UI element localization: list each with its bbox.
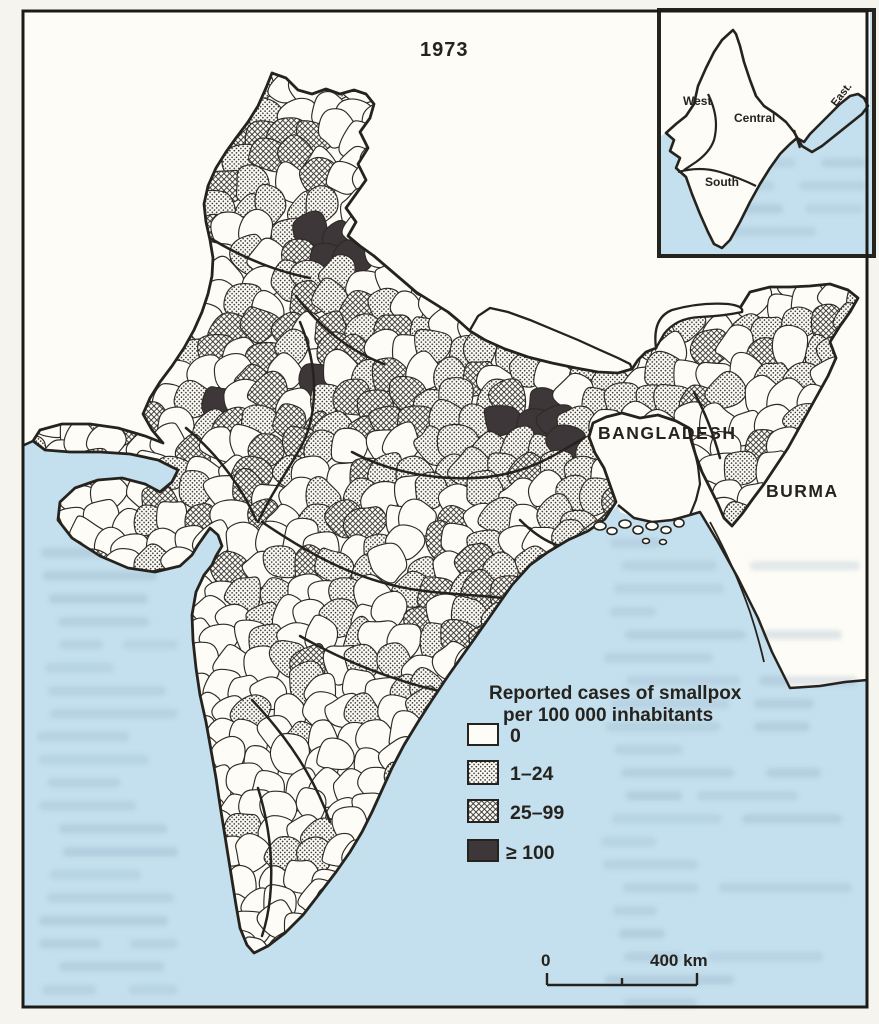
bleed-line [606, 722, 720, 732]
inset-land [661, 12, 870, 248]
bleed-line [48, 778, 120, 788]
bangladesh-east-border [687, 427, 702, 516]
bleed-line [39, 939, 101, 949]
bleed-line [728, 227, 816, 237]
burma-interior-line [709, 521, 765, 663]
bleed-line [612, 814, 722, 824]
bhutan-border [654, 302, 744, 352]
bleed-line [754, 699, 814, 709]
bleed-line [50, 709, 178, 719]
bleed-line [821, 158, 866, 168]
legend-label-0: 0 [510, 725, 521, 747]
bleed-line [799, 181, 866, 191]
bleed-line [130, 939, 178, 949]
bleed-line [754, 722, 810, 732]
bleed-line [45, 663, 114, 673]
india-border [31, 71, 860, 955]
bleed-line [621, 561, 717, 571]
inset-map: West Central South East. [657, 8, 876, 258]
bleed-line [50, 870, 141, 880]
legend: Reported cases of smallpox per 100 000 i… [467, 683, 742, 864]
bleed-line [614, 584, 724, 594]
scale-zero-label: 0 [541, 951, 550, 970]
inset-central-label: Central [734, 111, 775, 125]
bleed-line [624, 952, 682, 962]
bleed-line [42, 985, 96, 995]
bleed-line [39, 801, 136, 811]
legend-title-line1: Reported cases of smallpox [489, 683, 742, 704]
legend-label-100plus: ≥ 100 [506, 842, 555, 864]
district-cell [316, 737, 355, 771]
bleed-line [621, 768, 734, 778]
district-cell [367, 542, 408, 584]
district-cell [483, 405, 522, 437]
bleed-line [49, 594, 148, 604]
bleed-line [59, 824, 167, 834]
bleed-line [762, 630, 842, 640]
bleed-line [603, 860, 698, 870]
scale-distance-label: 400 km [650, 951, 708, 970]
district-cell [262, 545, 298, 579]
inset-south-label: South [705, 175, 739, 189]
bleed-line [47, 893, 174, 903]
legend-swatch-25-99 [467, 799, 499, 823]
bleed-line [601, 837, 656, 847]
bleed-line [48, 686, 166, 696]
bleed-line [708, 952, 823, 962]
coastline [617, 504, 868, 690]
bleed-line [610, 538, 662, 548]
bangladesh-label: BANGLADESH [598, 423, 736, 443]
bleed-line [697, 791, 798, 801]
district-cell [723, 450, 761, 486]
bleed-line [766, 768, 821, 778]
bleed-line [39, 916, 168, 926]
bleed-line [43, 571, 157, 581]
legend-swatch-100plus [467, 839, 499, 862]
district-cell [239, 306, 281, 344]
bleed-line [58, 617, 149, 627]
legend-swatch-1-24 [467, 760, 499, 785]
bleed-line [123, 640, 178, 650]
bleed-line [63, 847, 178, 857]
nepal-border [469, 306, 634, 370]
bleed-line [624, 998, 697, 1008]
bleed-line [605, 975, 734, 985]
bleed-line [39, 755, 149, 765]
bleed-line [623, 883, 699, 893]
bleed-line [626, 676, 740, 686]
bleed-line [613, 906, 657, 916]
bleed-line [611, 699, 729, 709]
bleed-line [610, 607, 656, 617]
bleed-line [129, 985, 178, 995]
bleed-line [742, 814, 842, 824]
year-label: 1973 [420, 39, 469, 61]
district-cell [704, 370, 747, 409]
bleed-line [604, 653, 713, 663]
bleed-line [59, 640, 103, 650]
legend-label-1-24: 1–24 [510, 763, 554, 785]
bleed-line [59, 962, 164, 972]
bleed-line [625, 630, 746, 640]
inset-west-label: West [683, 94, 711, 108]
bleed-line [626, 791, 682, 801]
burma-label: BURMA [766, 481, 839, 501]
legend-title-line2: per 100 000 inhabitants [503, 705, 713, 726]
bleed-line [37, 732, 129, 742]
legend-label-25-99: 25–99 [510, 802, 564, 824]
delta-islands [593, 518, 685, 546]
legend-swatch-0 [467, 723, 499, 746]
bleed-line [719, 883, 852, 893]
inset-region-dividers [677, 93, 802, 187]
bleed-line [614, 745, 683, 755]
bleed-line [750, 561, 860, 571]
scale-bar: 0 400 km [541, 951, 708, 987]
map-frame [21, 9, 869, 1009]
bleed-line [805, 204, 863, 214]
bleed-line [619, 929, 665, 939]
bleed-line [759, 676, 857, 686]
